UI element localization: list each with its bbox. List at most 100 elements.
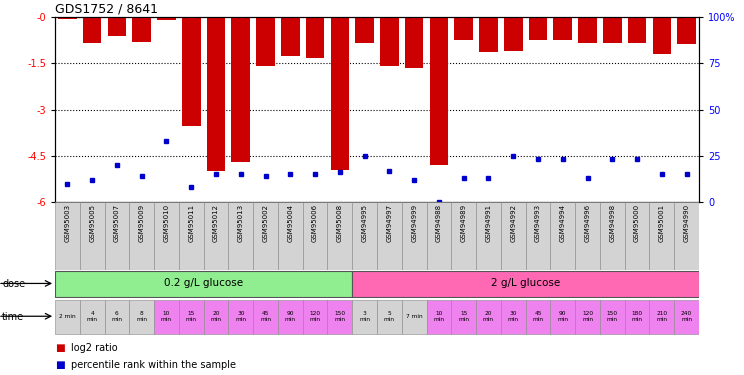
Text: 45
min: 45 min (533, 311, 544, 322)
Text: GSM94992: GSM94992 (510, 204, 516, 242)
Bar (529, 17, 548, 40)
Bar (476, 202, 501, 270)
Text: 6
min: 6 min (112, 311, 123, 322)
Text: GSM95008: GSM95008 (337, 204, 343, 242)
Bar (55, 272, 352, 297)
Text: 20
min: 20 min (483, 311, 494, 322)
Bar (179, 300, 204, 334)
Bar (504, 17, 522, 51)
Bar (182, 17, 201, 126)
Text: 15
min: 15 min (458, 311, 469, 322)
Text: 0.2 g/L glucose: 0.2 g/L glucose (164, 279, 243, 288)
Text: GSM95010: GSM95010 (164, 204, 170, 242)
Text: GSM95001: GSM95001 (659, 204, 665, 242)
Text: 180
min: 180 min (632, 311, 643, 322)
Text: GSM95003: GSM95003 (65, 204, 71, 242)
Bar (58, 17, 77, 18)
Text: 10
min: 10 min (434, 311, 444, 322)
Text: GSM95002: GSM95002 (263, 204, 269, 242)
Bar (476, 300, 501, 334)
Text: GSM95005: GSM95005 (89, 204, 95, 242)
Text: GSM95009: GSM95009 (138, 204, 144, 242)
Text: 2 min: 2 min (59, 314, 76, 319)
Bar (154, 300, 179, 334)
Bar (501, 300, 525, 334)
Bar (179, 202, 204, 270)
Bar (80, 300, 105, 334)
Bar (129, 300, 154, 334)
Bar (551, 202, 575, 270)
Text: GSM95000: GSM95000 (634, 204, 640, 242)
Bar (479, 17, 498, 53)
Text: GSM95004: GSM95004 (287, 204, 293, 242)
Bar (327, 300, 352, 334)
Bar (452, 202, 476, 270)
Bar (228, 202, 253, 270)
Text: GSM95012: GSM95012 (213, 204, 219, 242)
Text: GSM95013: GSM95013 (238, 204, 244, 242)
Text: 120
min: 120 min (310, 311, 321, 322)
Text: 90
min: 90 min (557, 311, 568, 322)
Bar (204, 300, 228, 334)
Bar (204, 202, 228, 270)
Text: GSM94993: GSM94993 (535, 204, 541, 242)
Text: dose: dose (2, 279, 25, 289)
Bar (256, 17, 275, 66)
Bar (253, 300, 278, 334)
Text: 30
min: 30 min (507, 311, 519, 322)
Text: 20
min: 20 min (211, 311, 222, 322)
Text: 4
min: 4 min (86, 311, 97, 322)
Bar (55, 202, 80, 270)
Text: GSM95011: GSM95011 (188, 204, 194, 242)
Text: GSM94999: GSM94999 (411, 204, 417, 242)
Text: log2 ratio: log2 ratio (71, 344, 118, 353)
Bar (157, 17, 176, 20)
Text: GSM95007: GSM95007 (114, 204, 120, 242)
Bar (674, 202, 699, 270)
Bar (554, 17, 572, 40)
Bar (625, 300, 650, 334)
Bar (455, 17, 473, 40)
Bar (108, 17, 126, 36)
Text: time: time (2, 312, 25, 322)
Text: GSM94998: GSM94998 (609, 204, 615, 242)
Bar (575, 202, 600, 270)
Text: 150
min: 150 min (334, 311, 345, 322)
Text: GSM94990: GSM94990 (684, 204, 690, 242)
Bar (402, 202, 426, 270)
Bar (674, 300, 699, 334)
Bar (352, 272, 699, 297)
Bar (330, 17, 349, 170)
Bar (105, 202, 129, 270)
Bar (525, 300, 551, 334)
Bar (352, 202, 377, 270)
Bar (600, 300, 625, 334)
Bar (278, 300, 303, 334)
Bar (80, 202, 105, 270)
Text: GSM94989: GSM94989 (461, 204, 466, 242)
Text: 90
min: 90 min (285, 311, 296, 322)
Text: 3
min: 3 min (359, 311, 370, 322)
Bar (452, 300, 476, 334)
Bar (677, 17, 696, 44)
Text: 15
min: 15 min (186, 311, 196, 322)
Bar (327, 202, 352, 270)
Bar (83, 17, 101, 43)
Text: GSM95006: GSM95006 (312, 204, 318, 242)
Bar (429, 17, 448, 165)
Text: 45
min: 45 min (260, 311, 271, 322)
Text: GSM94996: GSM94996 (585, 204, 591, 242)
Bar (129, 202, 154, 270)
Bar (426, 202, 452, 270)
Bar (600, 202, 625, 270)
Bar (253, 202, 278, 270)
Bar (575, 300, 600, 334)
Bar (105, 300, 129, 334)
Text: 150
min: 150 min (607, 311, 618, 322)
Bar (154, 202, 179, 270)
Bar (380, 17, 399, 66)
Bar (303, 202, 327, 270)
Text: 120
min: 120 min (582, 311, 593, 322)
Text: 8
min: 8 min (136, 311, 147, 322)
Bar (231, 17, 250, 162)
